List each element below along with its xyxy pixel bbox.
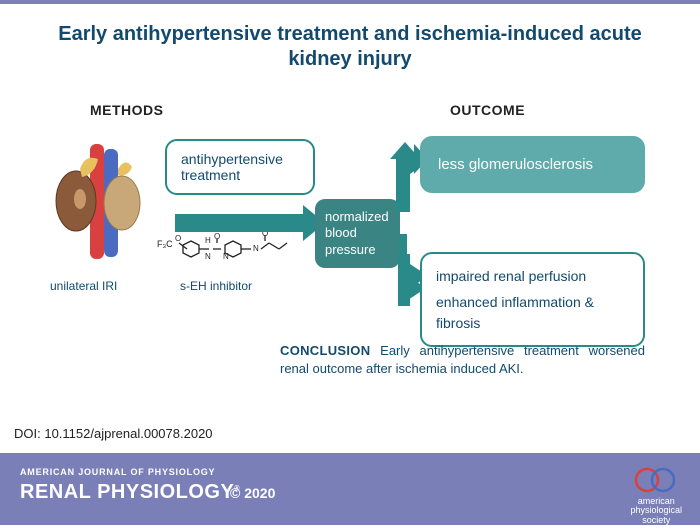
aps-logo: american physiological society — [630, 465, 682, 525]
svg-text:N: N — [205, 252, 211, 261]
outcome-bottom-line1: impaired renal perfusion — [436, 266, 629, 286]
kidney-illustration — [50, 139, 145, 269]
molecule-structure: F₃C O H N O N N O — [155, 229, 310, 274]
footer-title-text: RENAL PHYSIOLOGY — [20, 481, 234, 503]
arrow-main — [175, 214, 305, 232]
logo-line3: society — [630, 516, 682, 525]
center-node: normalized blood pressure — [315, 199, 400, 268]
kidney-caption: unilateral IRI — [50, 279, 117, 293]
outcome-top-box: less glomerulosclerosis — [420, 136, 645, 193]
methods-heading: METHODS — [90, 102, 164, 118]
doi-text: DOI: 10.1152/ajprenal.00078.2020 — [14, 426, 213, 441]
footer-copyright: © 2020 — [230, 485, 275, 501]
page-title: Early antihypertensive treatment and isc… — [0, 4, 700, 82]
infographic-page: Early antihypertensive treatment and isc… — [0, 0, 700, 525]
outcome-heading: OUTCOME — [450, 102, 525, 118]
svg-text:F₃C: F₃C — [157, 239, 173, 249]
conclusion-label: CONCLUSION — [280, 343, 370, 358]
footer-bar: AMERICAN JOURNAL OF PHYSIOLOGY RENAL PHY… — [0, 453, 700, 525]
footer-journal-line: AMERICAN JOURNAL OF PHYSIOLOGY — [20, 467, 215, 477]
outcome-bottom-box: impaired renal perfusion enhanced inflam… — [420, 252, 645, 347]
conclusion-text: CONCLUSION Early antihypertensive treatm… — [280, 342, 645, 377]
svg-text:N: N — [253, 244, 259, 253]
treatment-box: antihypertensive treatment — [165, 139, 315, 195]
svg-text:H: H — [205, 236, 211, 245]
svg-text:O: O — [214, 232, 220, 241]
svg-text:O: O — [175, 234, 181, 243]
outcome-bottom-line2: enhanced inflammation & fibrosis — [436, 292, 629, 333]
inhibitor-caption: s-EH inhibitor — [180, 279, 252, 293]
footer-journal-title: RENAL PHYSIOLOGY® — [20, 481, 240, 504]
